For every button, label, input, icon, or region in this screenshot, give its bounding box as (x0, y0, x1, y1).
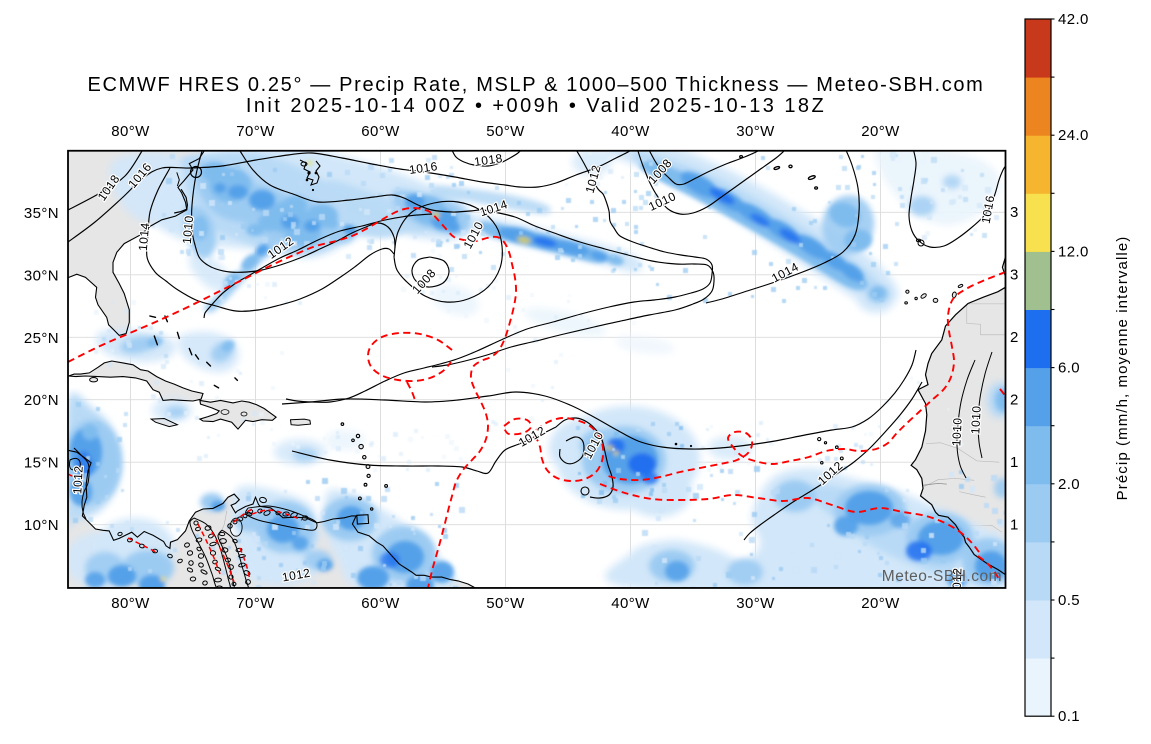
svg-text:20°W: 20°W (861, 123, 900, 140)
svg-text:1: 1 (1010, 454, 1018, 471)
svg-text:25°N: 25°N (24, 330, 59, 347)
svg-text:50°W: 50°W (486, 123, 525, 140)
svg-text:0.1: 0.1 (1058, 708, 1080, 725)
svg-text:6.0: 6.0 (1058, 360, 1080, 377)
svg-text:70°W: 70°W (236, 595, 275, 612)
svg-text:30°W: 30°W (736, 595, 775, 612)
svg-text:1014: 1014 (136, 222, 152, 252)
svg-text:30°N: 30°N (24, 267, 59, 284)
svg-text:80°W: 80°W (111, 123, 150, 140)
svg-text:Meteo-SBH.com: Meteo-SBH.com (882, 568, 1002, 585)
svg-text:1012: 1012 (70, 465, 85, 494)
svg-text:60°W: 60°W (361, 595, 400, 612)
svg-text:12.0: 12.0 (1058, 243, 1089, 260)
svg-text:3: 3 (1010, 267, 1018, 284)
svg-text:15°N: 15°N (24, 455, 59, 472)
svg-text:30°W: 30°W (736, 123, 775, 140)
svg-text:1010: 1010 (949, 417, 964, 446)
svg-text:24.0: 24.0 (1058, 127, 1089, 144)
svg-text:1016: 1016 (408, 159, 438, 177)
svg-text:40°W: 40°W (611, 123, 650, 140)
svg-text:42.0: 42.0 (1058, 11, 1089, 28)
svg-text:Précip (mm/h, moyenne interval: Précip (mm/h, moyenne intervalle) (1114, 236, 1131, 501)
svg-text:1012: 1012 (281, 566, 312, 585)
svg-text:0.5: 0.5 (1058, 592, 1080, 609)
svg-text:35°N: 35°N (24, 205, 59, 222)
svg-text:1016: 1016 (979, 194, 998, 225)
svg-text:Init 2025-10-14 00Z • +009h •: Init 2025-10-14 00Z • +009h • Valid 2025… (246, 95, 826, 117)
svg-text:2: 2 (1010, 392, 1018, 409)
svg-text:20°W: 20°W (861, 595, 900, 612)
svg-text:3: 3 (1010, 204, 1018, 221)
svg-text:50°W: 50°W (486, 595, 525, 612)
svg-text:1: 1 (1010, 517, 1018, 534)
svg-text:60°W: 60°W (361, 123, 400, 140)
svg-text:ECMWF HRES 0.25° — Precip Rate: ECMWF HRES 0.25° — Precip Rate, MSLP & 1… (88, 74, 985, 96)
svg-text:10°N: 10°N (24, 517, 59, 534)
svg-text:2.0: 2.0 (1058, 476, 1080, 493)
svg-text:1012: 1012 (950, 567, 965, 596)
svg-text:80°W: 80°W (111, 595, 150, 612)
svg-text:1010: 1010 (180, 215, 196, 245)
svg-text:70°W: 70°W (236, 123, 275, 140)
svg-text:1018: 1018 (473, 151, 503, 169)
svg-text:1010: 1010 (968, 405, 983, 434)
svg-text:2: 2 (1010, 329, 1018, 346)
svg-text:40°W: 40°W (611, 595, 650, 612)
svg-text:20°N: 20°N (24, 392, 59, 409)
